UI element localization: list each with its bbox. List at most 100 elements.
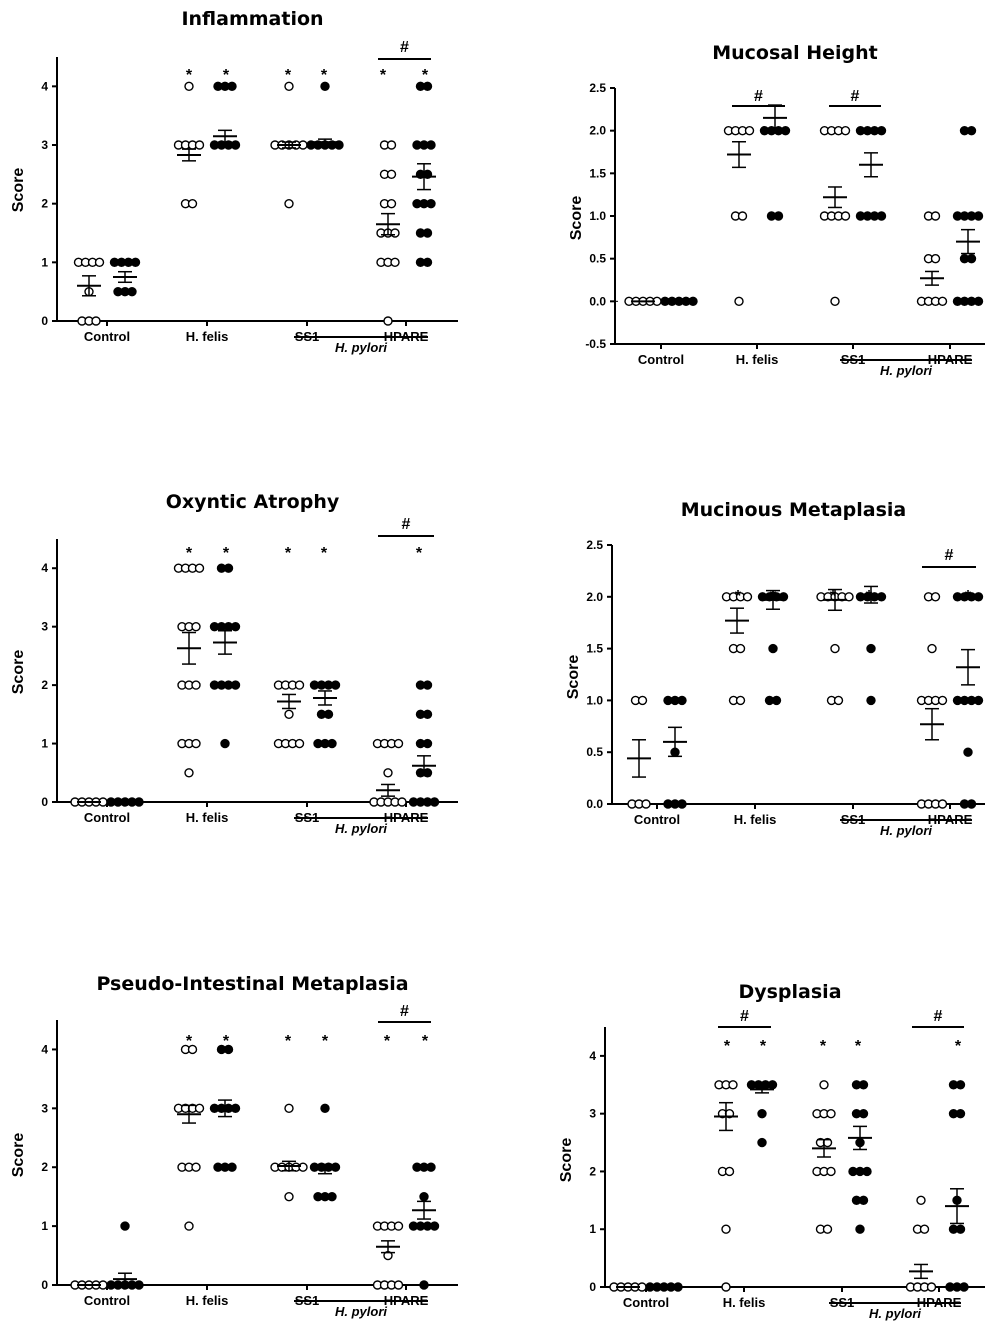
data-point — [120, 1221, 130, 1231]
x-tick-label: Control — [638, 352, 684, 367]
y-tick-label: 4 — [41, 1042, 48, 1056]
data-point — [767, 1080, 778, 1090]
data-point — [284, 1191, 294, 1202]
y-tick-label: 1 — [41, 1219, 48, 1233]
data-point — [191, 738, 201, 749]
data-point — [419, 1191, 429, 1202]
data-point — [227, 1162, 237, 1172]
data-point — [223, 563, 234, 573]
significance-hash: # — [402, 516, 411, 533]
data-point — [728, 1080, 738, 1090]
y-tick-label: 0.0 — [589, 294, 606, 308]
y-tick-label: 2.0 — [586, 590, 603, 604]
significance-hash: # — [851, 88, 860, 105]
data-point — [930, 211, 941, 221]
data-point — [383, 316, 393, 326]
chart-panel: Pseudo-Intestinal Metaplasia Score 0 1 2 3 4 Co… — [10, 973, 458, 1319]
significance-hash: # — [945, 547, 954, 564]
data-point — [771, 695, 782, 706]
x-tick-label: Control — [623, 1295, 669, 1310]
data-point — [227, 81, 237, 92]
data-point — [422, 680, 433, 690]
data-point — [966, 253, 977, 264]
y-tick-label: 0.0 — [586, 797, 603, 811]
y-axis-label: Score — [10, 650, 27, 695]
data-point — [184, 1221, 194, 1231]
group-label: H. pylori — [335, 821, 387, 836]
data-point — [230, 680, 241, 690]
data-point — [187, 198, 198, 209]
data-point — [855, 1224, 865, 1234]
data-point — [284, 81, 294, 92]
significance-hash: # — [400, 39, 409, 56]
data-point — [330, 680, 341, 690]
y-tick-label: 1 — [41, 737, 48, 751]
chart-panel: Oxyntic Atrophy Score 0 1 2 3 4 Control H. felis… — [10, 491, 458, 836]
data-point — [422, 257, 433, 268]
data-point — [386, 198, 397, 209]
data-point — [955, 1108, 966, 1119]
data-point — [937, 799, 948, 809]
data-point — [927, 643, 937, 654]
data-point — [930, 253, 941, 264]
data-point — [819, 1080, 829, 1090]
y-tick-label: 3 — [41, 620, 48, 634]
data-point — [191, 1162, 201, 1172]
significance-asterisk: * — [186, 1033, 193, 1050]
y-tick-label: -0.5 — [585, 337, 606, 351]
y-tick-label: 2 — [41, 678, 48, 692]
data-point — [858, 1108, 869, 1119]
data-point — [184, 81, 194, 92]
data-point — [127, 286, 137, 297]
data-point — [429, 797, 440, 807]
data-point — [94, 257, 105, 268]
significance-asterisk: * — [955, 1038, 962, 1055]
significance-hash: # — [740, 1008, 749, 1025]
significance-asterisk: * — [380, 67, 387, 84]
data-point — [194, 563, 205, 573]
y-tick-label: 2 — [41, 1160, 48, 1174]
data-point — [780, 125, 791, 136]
y-axis-label: Score — [558, 1138, 575, 1183]
y-tick-label: 0 — [589, 1280, 596, 1294]
y-tick-label: 0 — [41, 1278, 48, 1292]
data-point — [973, 695, 984, 706]
significance-asterisk: * — [285, 1033, 292, 1050]
data-point — [973, 296, 984, 307]
significance-asterisk: * — [770, 588, 777, 605]
data-point — [422, 738, 433, 749]
significance-asterisk: * — [416, 545, 423, 562]
x-tick-label: Control — [634, 812, 680, 827]
y-tick-label: 3 — [41, 1101, 48, 1115]
data-point — [323, 709, 334, 720]
significance-asterisk: * — [830, 588, 837, 605]
data-point — [926, 1282, 937, 1292]
data-point — [194, 140, 205, 150]
data-point — [734, 296, 744, 307]
significance-asterisk: * — [223, 545, 230, 562]
group-label: H. pylori — [880, 363, 932, 378]
data-point — [830, 296, 840, 307]
significance-asterisk: * — [855, 1038, 862, 1055]
data-point — [937, 296, 948, 307]
data-point — [959, 1282, 969, 1292]
data-point — [327, 738, 337, 749]
data-point — [840, 125, 851, 136]
significance-hash: # — [400, 1003, 409, 1020]
x-tick-label: H. felis — [186, 1293, 229, 1308]
data-point — [840, 211, 851, 221]
group-label: H. pylori — [335, 340, 387, 355]
significance-hash: # — [754, 88, 763, 105]
x-tick-label: Control — [84, 1293, 130, 1308]
data-point — [973, 211, 984, 221]
data-point — [130, 257, 141, 268]
data-point — [230, 140, 241, 150]
data-point — [230, 621, 241, 632]
significance-asterisk: * — [186, 67, 193, 84]
significance-asterisk: * — [285, 67, 292, 84]
data-point — [721, 1224, 731, 1234]
data-point — [973, 592, 984, 602]
data-point — [641, 799, 651, 809]
